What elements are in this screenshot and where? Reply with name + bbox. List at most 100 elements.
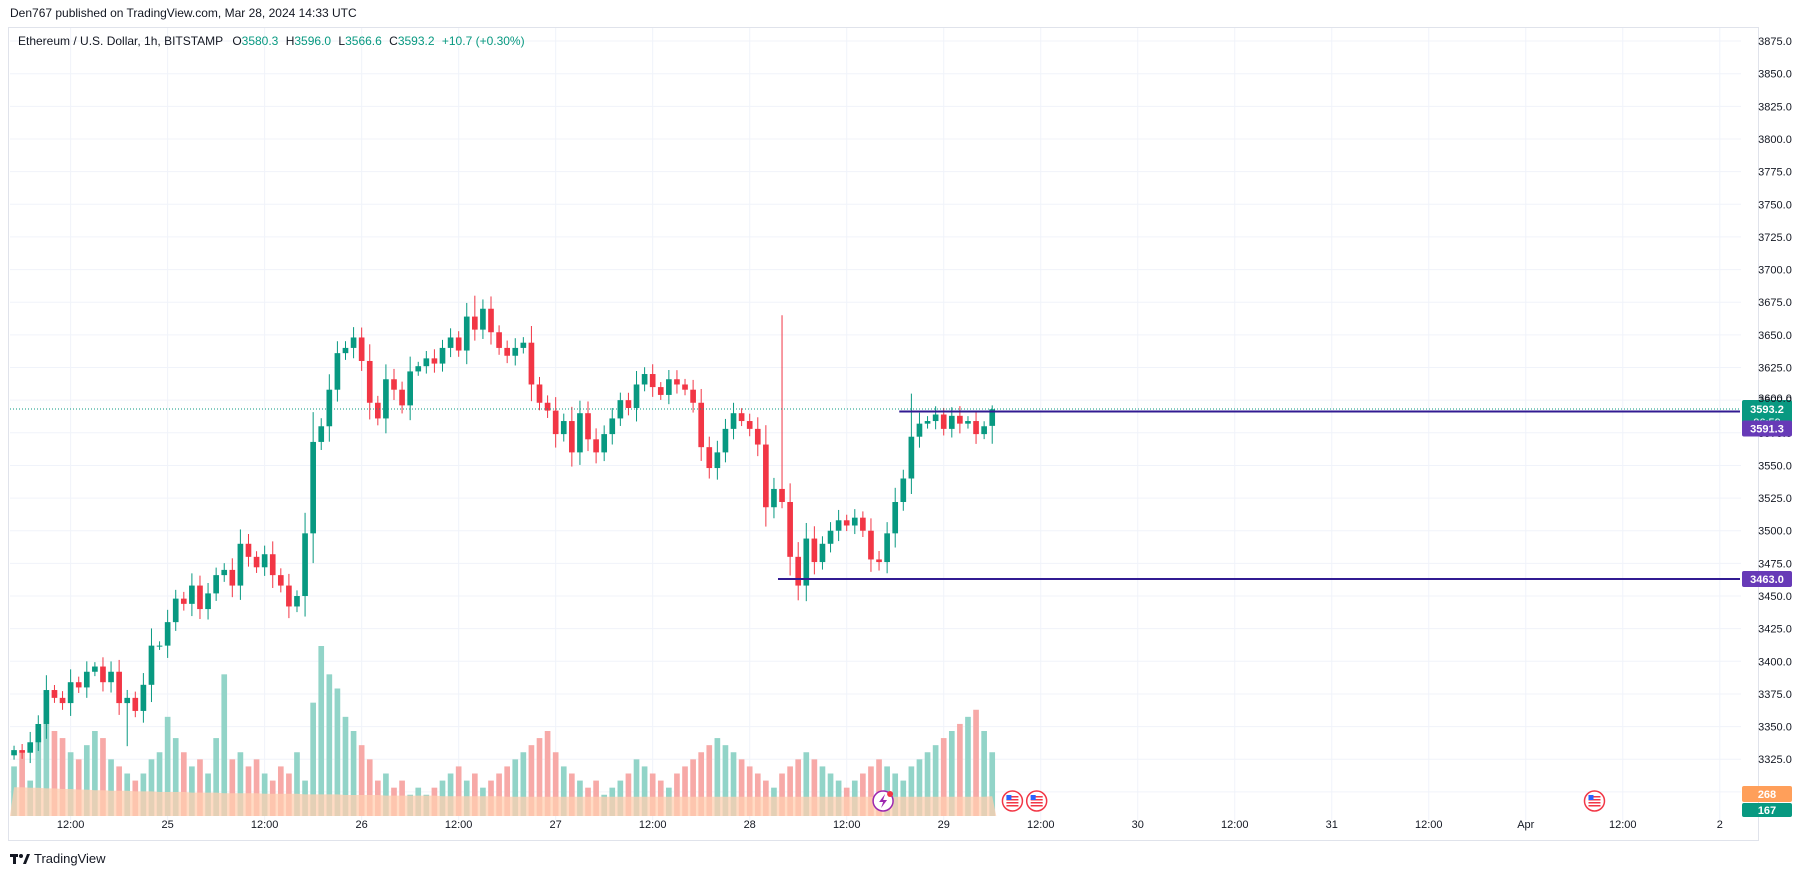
candle — [795, 542, 802, 601]
candle — [294, 590, 300, 613]
candle-body — [835, 520, 842, 531]
candle-body — [261, 554, 268, 568]
candle — [924, 416, 931, 429]
candle — [536, 376, 543, 411]
candle — [455, 331, 462, 357]
candle-body — [455, 337, 462, 351]
candle-body — [221, 569, 228, 576]
volume-bar — [940, 738, 947, 816]
candle — [682, 378, 688, 396]
x-tick-label: 12:00 — [445, 819, 473, 831]
volume-bar — [932, 745, 939, 816]
candle-body — [868, 530, 874, 560]
candle — [431, 349, 438, 373]
volume-bar — [92, 731, 98, 816]
volume-bar — [326, 674, 333, 816]
volume-bar — [674, 773, 680, 816]
chart-grid — [10, 28, 1741, 820]
volume-bar — [19, 752, 25, 816]
flag-stripe — [1588, 799, 1601, 801]
volume-bar — [197, 759, 203, 816]
x-tick-label: 28 — [744, 819, 756, 831]
candle — [229, 558, 236, 598]
candle — [27, 731, 34, 764]
candle-body — [520, 342, 527, 348]
candle-body — [754, 428, 761, 445]
y-tick-label: 3500.0 — [1758, 526, 1792, 538]
candle — [383, 364, 389, 434]
candle-body — [350, 337, 357, 348]
candle — [269, 541, 276, 588]
volume-bar — [625, 773, 632, 816]
candle-body — [633, 384, 640, 408]
volume-bar — [366, 759, 373, 816]
flag-stripe — [1588, 796, 1601, 798]
candle — [617, 392, 624, 426]
candle-body — [407, 371, 413, 406]
candle-body — [819, 543, 826, 563]
volume-bar — [868, 766, 874, 816]
candle — [124, 689, 131, 747]
candle-body — [973, 421, 979, 435]
candle-body — [75, 682, 82, 688]
candle-body — [116, 671, 122, 704]
candle-body — [164, 622, 171, 646]
candle — [957, 406, 963, 434]
candle-body — [666, 379, 672, 395]
candle — [302, 512, 308, 617]
candle-body — [738, 413, 745, 422]
candle-body — [625, 400, 632, 408]
candle — [900, 469, 907, 511]
candle — [472, 295, 478, 341]
candle-body — [205, 593, 211, 610]
y-tick-label: 3800.0 — [1758, 134, 1792, 146]
candle — [326, 374, 333, 442]
y-tick-label: 3550.0 — [1758, 460, 1792, 472]
volume-bar — [973, 709, 979, 816]
candle-body — [189, 585, 195, 604]
volume-bar — [981, 731, 987, 816]
candle — [463, 302, 470, 365]
candle — [148, 628, 155, 703]
candle — [593, 428, 599, 464]
volume-bar — [706, 745, 713, 816]
volume-bar — [649, 773, 656, 816]
y-tick-label: 3375.0 — [1758, 689, 1792, 701]
candle — [827, 522, 834, 553]
candle-body — [860, 517, 866, 531]
x-tick-label: 12:00 — [639, 819, 667, 831]
candle — [601, 425, 608, 462]
candle-body — [528, 342, 535, 385]
candle-body — [674, 379, 680, 385]
candle — [277, 568, 284, 593]
candle — [83, 661, 90, 698]
flag-stripe — [1006, 802, 1019, 804]
tradingview-logo[interactable]: TradingView — [10, 851, 106, 866]
y-tick-label: 3350.0 — [1758, 722, 1792, 734]
candle — [480, 299, 486, 339]
volume-ma-area — [10, 787, 997, 816]
candle-body — [463, 316, 470, 351]
candle-body — [374, 402, 381, 419]
volume-bar — [746, 766, 753, 816]
candle-body — [544, 402, 551, 411]
candle-body — [948, 415, 955, 429]
candle-body — [423, 358, 430, 367]
chart-legend: Ethereum / U.S. Dollar, 1h, BITSTAMP O35… — [18, 34, 525, 48]
y-tick-label: 3775.0 — [1758, 167, 1792, 179]
legend-close: 3593.2 — [397, 34, 435, 48]
volume-ma — [10, 787, 997, 816]
volume-bar — [35, 738, 42, 816]
volume-bar — [455, 766, 462, 816]
candle-body — [399, 389, 405, 406]
candle — [286, 573, 292, 619]
candle — [585, 401, 591, 452]
candle — [205, 582, 211, 620]
candle — [237, 529, 244, 600]
volume-bar — [916, 759, 923, 816]
candle-body — [504, 347, 511, 356]
candle — [851, 509, 858, 535]
candle-body — [92, 666, 98, 672]
